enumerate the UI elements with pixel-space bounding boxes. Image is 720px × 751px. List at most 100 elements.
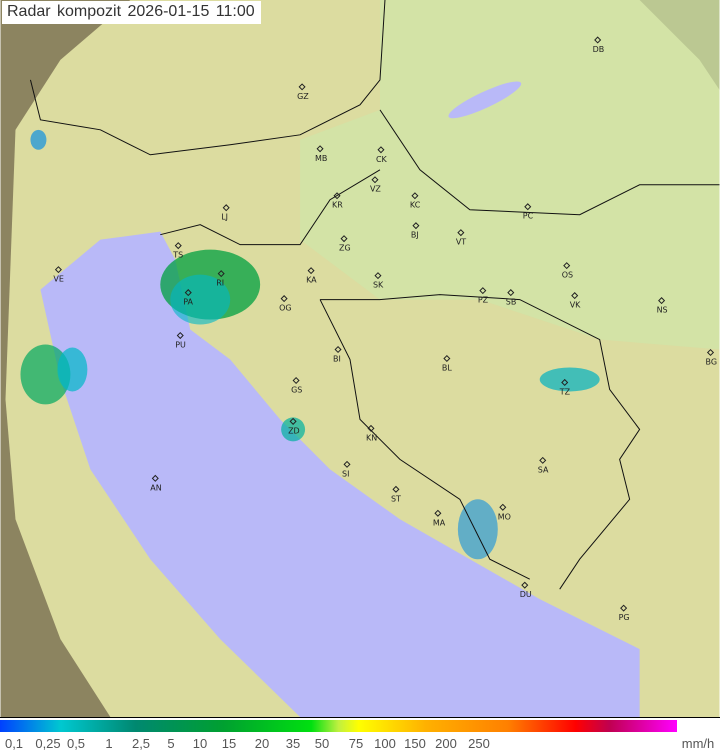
city-ri[interactable]: RI — [216, 270, 225, 288]
city-label: TS — [172, 251, 183, 260]
city-marker-icon — [479, 287, 487, 295]
city-si[interactable]: SI — [342, 460, 351, 479]
city-marker-icon — [521, 581, 529, 589]
city-marker-icon — [706, 348, 715, 357]
city-marker-icon — [371, 176, 379, 184]
city-label: RI — [216, 279, 224, 288]
scale-labels: 0,1 0,25 0,5 1 2,5 5 10 15 20 35 50 75 100 150 200 250 m… — [0, 736, 720, 751]
city-ns[interactable]: NS — [657, 297, 668, 315]
city-pz[interactable]: PZ — [478, 287, 489, 305]
city-label: KC — [410, 201, 421, 210]
lake-balaton — [448, 81, 522, 119]
city-marker-icon — [367, 424, 375, 432]
adriatic-sea — [40, 231, 640, 717]
city-label: SK — [373, 281, 384, 290]
city-label: PG — [619, 613, 630, 622]
city-marker-icon — [507, 289, 515, 297]
city-ma[interactable]: MA — [433, 509, 446, 527]
city-marker-icon — [563, 262, 571, 270]
city-marker-icon — [658, 297, 666, 305]
precipitation — [20, 129, 600, 560]
city-label: VZ — [370, 185, 381, 194]
scale-label: 250 — [468, 736, 490, 751]
city-db[interactable]: DB — [593, 36, 605, 54]
city-pc[interactable]: PC — [523, 203, 534, 221]
city-marker-icon — [524, 203, 532, 211]
city-kn[interactable]: KN — [366, 424, 377, 443]
city-bi[interactable]: BI — [333, 345, 342, 364]
city-marker-icon — [499, 503, 507, 511]
city-marker-icon — [457, 229, 465, 237]
city-label: ST — [391, 494, 401, 503]
city-bl[interactable]: BL — [442, 354, 452, 373]
city-zd[interactable]: ZD — [288, 417, 300, 436]
city-markers: DB GZ MB CK VZ KR KC LJ PC BJ ZG VT TS KA SK VE RI OS PZ SB… — [53, 36, 718, 622]
city-bg[interactable]: BG — [706, 348, 718, 367]
city-label: NS — [657, 306, 668, 315]
city-label: VT — [456, 238, 466, 247]
city-label: OG — [279, 304, 291, 313]
city-vk[interactable]: VK — [570, 292, 581, 310]
map-title: Radar kompozit 2026-01-15 11:00 — [2, 1, 261, 24]
precipitation-color-scale — [0, 720, 677, 732]
city-label: SI — [342, 469, 349, 478]
city-an[interactable]: AN — [150, 474, 162, 493]
city-og[interactable]: OG — [279, 295, 292, 313]
city-label: MB — [315, 154, 327, 163]
city-ck[interactable]: CK — [376, 146, 388, 164]
city-ka[interactable]: KA — [306, 267, 317, 285]
city-du[interactable]: DU — [520, 581, 532, 599]
city-marker-icon — [374, 272, 382, 280]
scale-label: 50 — [314, 736, 330, 751]
city-marker-icon — [184, 289, 192, 297]
city-marker-icon — [316, 145, 324, 153]
city-tz[interactable]: TZ — [559, 378, 571, 397]
scale-unit: mm/h — [681, 736, 715, 751]
scale-label: 5 — [167, 736, 175, 751]
city-label: VK — [570, 301, 581, 310]
city-bj[interactable]: BJ — [411, 222, 420, 240]
city-marker-icon — [343, 460, 351, 468]
city-kc[interactable]: KC — [410, 192, 421, 210]
city-marker-icon — [377, 146, 385, 154]
city-label: DU — [520, 590, 532, 599]
city-mo[interactable]: MO — [498, 503, 511, 521]
city-label: LJ — [221, 213, 228, 222]
scale-label: 0,5 — [66, 736, 86, 751]
city-lj[interactable]: LJ — [221, 204, 230, 222]
scale-label: 75 — [348, 736, 364, 751]
city-os[interactable]: OS — [562, 262, 573, 280]
city-marker-icon — [222, 204, 230, 212]
city-marker-icon — [334, 345, 342, 354]
city-vz[interactable]: VZ — [370, 176, 381, 194]
city-gs[interactable]: GS — [291, 376, 302, 395]
city-sb[interactable]: SB — [506, 289, 517, 307]
city-marker-icon — [411, 192, 419, 200]
city-ve[interactable]: VE — [53, 266, 64, 284]
city-marker-icon — [289, 417, 297, 425]
city-marker-icon — [594, 36, 602, 44]
city-sk[interactable]: SK — [373, 272, 384, 290]
city-ts[interactable]: TS — [172, 242, 183, 260]
radar-map[interactable]: DB GZ MB CK VZ KR KC LJ PC BJ ZG VT TS KA SK VE RI OS PZ SB… — [0, 0, 720, 718]
city-pa[interactable]: PA — [183, 289, 194, 307]
scale-label: 2,5 — [131, 736, 151, 751]
city-zg[interactable]: ZG — [339, 235, 351, 253]
city-label: DB — [593, 45, 605, 54]
city-marker-icon — [571, 292, 579, 300]
scale-label: 10 — [192, 736, 208, 751]
city-gz[interactable]: GZ — [297, 83, 309, 101]
city-mb[interactable]: MB — [315, 145, 327, 163]
city-marker-icon — [443, 354, 451, 363]
city-sa[interactable]: SA — [538, 456, 549, 475]
scale-label: 20 — [254, 736, 270, 751]
city-vt[interactable]: VT — [456, 229, 466, 247]
city-marker-icon — [174, 242, 182, 250]
city-marker-icon — [539, 456, 547, 464]
city-label: MA — [433, 518, 446, 527]
city-pu[interactable]: PU — [175, 332, 186, 350]
city-pg[interactable]: PG — [619, 604, 630, 622]
city-label: MO — [498, 512, 511, 521]
city-st[interactable]: ST — [391, 485, 401, 503]
city-kr[interactable]: KR — [332, 192, 343, 210]
